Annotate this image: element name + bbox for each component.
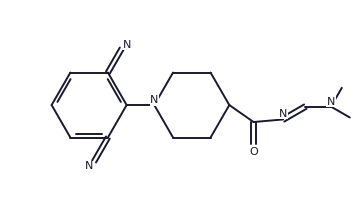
Text: N: N — [327, 97, 335, 107]
Text: O: O — [249, 147, 258, 157]
Text: N: N — [150, 95, 158, 105]
Text: N: N — [85, 161, 93, 171]
Text: N: N — [279, 108, 287, 118]
Text: N: N — [122, 40, 131, 50]
